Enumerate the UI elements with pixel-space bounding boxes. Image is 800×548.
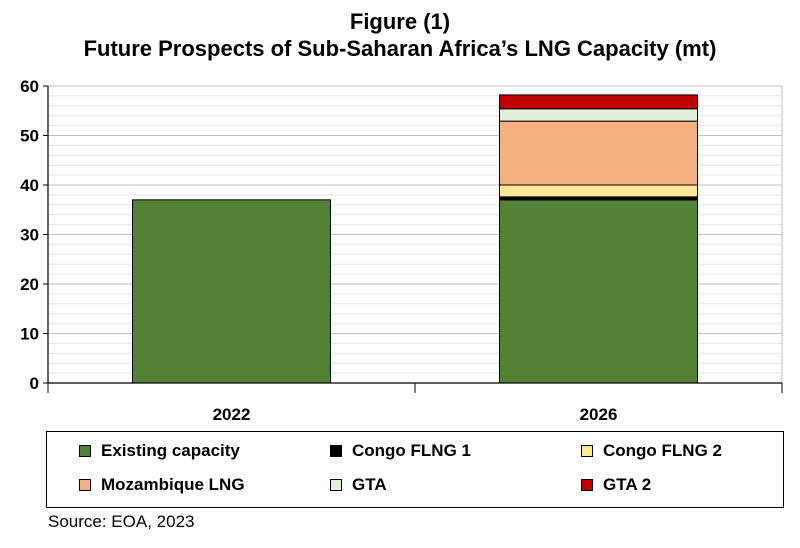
y-tick-label: 60 xyxy=(20,77,39,96)
legend-swatch xyxy=(79,479,91,491)
y-tick-label: 0 xyxy=(30,374,39,393)
bar-segment-gta-2-2026 xyxy=(499,94,698,110)
legend-swatch xyxy=(330,479,342,491)
legend-item-gta-2: GTA 2 xyxy=(581,475,651,495)
legend-label: GTA xyxy=(352,475,387,494)
y-tick-label: 20 xyxy=(20,275,39,294)
x-tick-label: 2022 xyxy=(213,405,251,424)
source-note: Source: EOA, 2023 xyxy=(48,512,195,531)
legend-label: GTA 2 xyxy=(603,475,652,494)
y-tick-label: 10 xyxy=(20,325,39,344)
legend-swatch xyxy=(581,479,593,491)
title-line-1: Figure (1) xyxy=(349,9,451,34)
title-line-2: Future Prospects of Sub-Saharan Africa’s… xyxy=(83,36,717,61)
legend-label: Congo FLNG 2 xyxy=(603,441,722,460)
chart-title: Figure (1) Future Prospects of Sub-Sahar… xyxy=(0,8,800,62)
stacked-bar-chart: 2022 2026 0 10 20 30 40 50 60 xyxy=(20,77,783,424)
bar-segment-gta-2026 xyxy=(499,108,698,122)
bar-segment-existing-capacity-2026 xyxy=(499,199,698,384)
x-tick-label: 2026 xyxy=(580,405,618,424)
legend-swatch xyxy=(330,445,342,457)
legend-item-congo-flng-2: Congo FLNG 2 xyxy=(581,441,722,461)
bar-segment-mozambique-lng-2026 xyxy=(499,120,698,186)
bar-segment-existing-capacity-2022 xyxy=(132,199,331,384)
legend-item-mozambique-lng: Mozambique LNG xyxy=(79,475,245,495)
legend-label: Congo FLNG 1 xyxy=(352,441,471,460)
y-tick-label: 30 xyxy=(20,226,39,245)
legend-label: Mozambique LNG xyxy=(101,475,245,494)
bars xyxy=(132,94,698,384)
axes: 2022 2026 0 10 20 30 40 50 60 xyxy=(20,77,783,424)
legend: Existing capacity Congo FLNG 1 Congo FLNG … xyxy=(46,431,784,508)
legend-item-gta: GTA xyxy=(330,475,387,495)
y-tick-label: 40 xyxy=(20,176,39,195)
legend-label: Existing capacity xyxy=(101,441,240,460)
bar-segment-congo-flng-2-2026 xyxy=(499,184,698,198)
y-tick-label: 50 xyxy=(20,127,39,146)
legend-item-existing-capacity: Existing capacity xyxy=(79,441,240,461)
legend-swatch xyxy=(581,445,593,457)
legend-swatch xyxy=(79,445,91,457)
legend-item-congo-flng-1: Congo FLNG 1 xyxy=(330,441,471,461)
